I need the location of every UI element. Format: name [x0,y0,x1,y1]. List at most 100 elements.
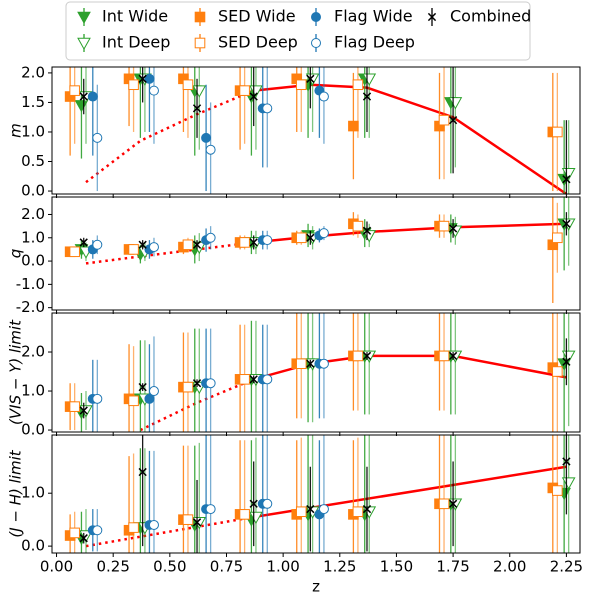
marker [306,233,315,242]
x-tick-label: 0.00 [40,558,73,576]
marker [306,74,315,83]
marker [249,92,258,101]
y-axis-label: (VIS − Y) limit [7,319,25,425]
marker [239,85,250,96]
marker [352,79,364,91]
marker [192,379,202,388]
marker [205,504,216,515]
marker [318,358,329,369]
x-tick-label: 2.25 [550,558,583,576]
marker [438,498,450,510]
marker [262,498,273,509]
axes-frame [51,434,581,554]
marker [148,85,159,96]
marker [295,232,307,244]
marker [182,79,194,91]
legend-frame [65,1,531,61]
legend-label: Flag Wide [334,7,413,26]
y-tick-label: 0.0 [21,252,45,270]
legend-marker [194,37,206,49]
legend-label: SED Wide [218,7,296,26]
legend-label: SED Deep [218,33,298,52]
plot-area [64,67,576,194]
marker [205,378,216,389]
marker [352,506,364,518]
marker [249,238,258,247]
marker [448,97,463,110]
marker [448,499,458,508]
x-tick-label: 1.00 [266,558,299,576]
marker [138,467,147,477]
y-axis-label: m [7,123,25,138]
legend-marker [311,12,321,22]
plot-area [64,435,576,553]
marker [562,219,571,228]
y-axis-label: (J − H) limit [7,449,25,537]
legend-marker-group [311,12,321,22]
axes-frame [51,312,581,433]
marker [562,357,571,366]
axes-frame [51,196,581,311]
marker [201,132,212,143]
marker [138,74,147,83]
marker [561,350,576,363]
marker [318,228,329,239]
model-line [253,83,568,194]
legend-marker [311,38,321,48]
marker [362,351,372,361]
marker [262,235,273,246]
marker [362,226,372,235]
legend-label: Flag Deep [334,33,415,52]
marker [362,504,372,514]
x-tick-label: 1.25 [323,558,356,576]
x-tick-label: 0.50 [153,558,186,576]
marker [192,85,207,98]
marker [448,224,458,233]
y-tick-label: 2.0 [21,63,45,81]
marker [79,238,88,247]
x-tick-label: 0.75 [210,558,243,576]
marker [79,92,88,101]
marker [348,120,359,132]
marker [239,374,250,385]
marker [352,350,364,362]
marker [192,104,202,113]
model-line [85,241,254,265]
axes-frame [51,66,581,195]
marker [562,175,571,184]
marker [182,239,194,251]
marker [352,220,364,232]
marker [552,366,563,377]
marker [552,126,563,138]
marker [192,518,202,527]
legend-marker-group [77,37,91,51]
y-tick-label: 0.5 [21,152,45,170]
marker [262,374,273,385]
legend-marker-group [194,37,206,49]
marker [318,504,329,515]
marker [295,79,307,91]
marker [69,246,80,258]
marker [249,511,263,525]
marker [128,522,139,533]
legend-marker [427,12,437,22]
marker [239,237,250,248]
legend-label: Combined [450,7,531,26]
marker [128,244,139,255]
marker [205,144,216,155]
marker [128,395,139,407]
marker [262,103,273,114]
marker [438,114,450,126]
marker [92,393,103,404]
y-tick-label: -1.0 [16,275,45,293]
legend-marker-group [194,11,206,23]
y-tick-label: 1.5 [21,93,45,111]
marker [306,359,315,368]
marker [205,232,216,243]
marker [295,506,307,518]
legend-marker-group [77,11,91,25]
legend-marker-group [427,12,437,22]
marker [69,85,80,96]
marker [148,519,159,530]
